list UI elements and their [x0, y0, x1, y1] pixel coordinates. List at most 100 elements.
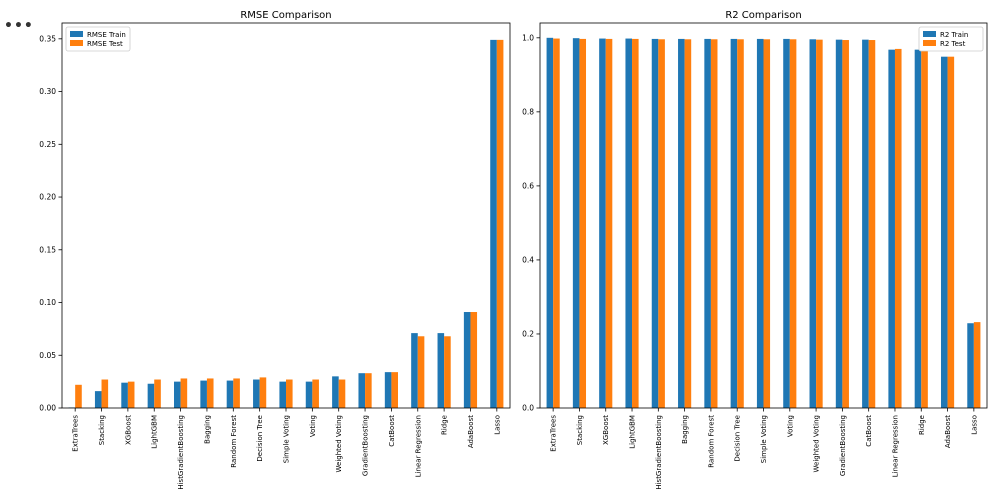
x-tick-label: Voting [309, 415, 317, 437]
bar-test [101, 379, 109, 408]
y-tick-label: 0.6 [522, 181, 534, 190]
cell-menu-ellipsis[interactable]: ••• [4, 18, 34, 34]
bar-train [651, 38, 659, 408]
bar-test [842, 40, 849, 409]
x-tick-label: ExtraTrees [72, 415, 80, 452]
y-tick-label: 0.25 [39, 140, 56, 149]
bar-train [384, 372, 392, 408]
y-tick-label: 0.2 [522, 329, 534, 338]
legend-label: R2 Train [940, 31, 968, 39]
bar-train [730, 38, 738, 408]
x-tick-label: Random Forest [230, 415, 238, 468]
y-tick-label: 0.4 [522, 255, 534, 264]
bar-test [816, 39, 823, 408]
bar-train [888, 49, 895, 409]
bar-train [490, 39, 497, 409]
bar-train [279, 381, 286, 408]
x-tick-label: Weighted Voting [335, 415, 343, 472]
bar-test [553, 38, 560, 409]
bar-test [233, 378, 240, 408]
bar-test [391, 372, 398, 408]
bar-train [756, 38, 764, 408]
legend-swatch [70, 31, 83, 37]
x-tick-label: GradientBoosting [362, 415, 370, 476]
bar-train [463, 312, 471, 408]
bar-train [200, 380, 207, 408]
x-tick-label: Random Forest [707, 415, 715, 468]
bar-test [894, 48, 902, 409]
bar-test [154, 379, 161, 408]
bar-test [312, 379, 319, 408]
bar-test [470, 312, 478, 408]
bar-test [973, 322, 981, 408]
bar-train [147, 383, 155, 408]
legend-label: R2 Test [940, 40, 966, 48]
bar-train [862, 39, 869, 408]
chart-panel-1: RMSE Comparison 0.00 0.05 0.10 0.15 0.20 0.25 0… [39, 10, 511, 490]
x-tick-label: XGBoost [602, 415, 610, 445]
bar-test [127, 381, 135, 408]
bar-test [496, 39, 504, 409]
x-tick-label: ExtraTrees [550, 415, 558, 452]
bar-test [206, 378, 214, 408]
chart-panel-2: R2 Comparison 0.0 0.2 0.4 0.6 0.8 1.0 ExtraTree… [522, 10, 988, 490]
y-tick-label: 0.10 [39, 298, 56, 307]
x-tick-label: Ridge [918, 415, 926, 435]
bar-test [259, 377, 267, 408]
bar-train [783, 38, 790, 408]
bar-train [437, 333, 445, 408]
y-tick-label: 0.35 [39, 34, 56, 43]
bar-test [417, 336, 425, 408]
y-tick-label: 1.0 [522, 33, 534, 42]
axes-frame [539, 22, 988, 409]
bar-train [914, 49, 922, 409]
bar-train [121, 382, 128, 408]
y-tick-label: 0.15 [39, 245, 56, 254]
chart-title: R2 Comparison [725, 10, 801, 21]
x-tick-label: Lasso [493, 415, 501, 435]
y-tick-label: 0.00 [39, 404, 56, 413]
bar-train [835, 39, 843, 408]
bar-test [658, 39, 665, 409]
bar-train [678, 38, 685, 408]
x-tick-label: Bagging [203, 415, 211, 444]
bar-test [789, 39, 797, 409]
y-tick-label: 0.30 [39, 87, 56, 96]
x-tick-label: Stacking [576, 415, 584, 445]
bar-train [332, 376, 339, 408]
bar-train [358, 373, 366, 408]
bar-test [338, 379, 346, 408]
bar-test [868, 40, 876, 409]
bar-test [684, 39, 692, 409]
y-tick-label: 0.05 [39, 351, 56, 360]
x-tick-label: Stacking [98, 415, 106, 445]
x-tick-label: LightGBM [629, 415, 637, 449]
bar-train [704, 38, 711, 408]
y-tick-label: 0.0 [522, 404, 534, 413]
bar-train [226, 380, 234, 408]
x-tick-label: Linear Regression [891, 415, 899, 477]
bar-train [253, 379, 260, 408]
x-tick-label: GradientBoosting [839, 415, 847, 476]
x-tick-label: Weighted Voting [813, 415, 821, 472]
y-tick-label: 0.20 [39, 193, 56, 202]
bar-train [305, 381, 313, 408]
bar-train [94, 391, 102, 408]
bar-train [174, 381, 181, 408]
bar-test [365, 373, 372, 408]
axes-frame [61, 22, 511, 409]
x-tick-label: CatBoost [388, 415, 396, 447]
x-tick-label: Simple Voting [283, 415, 291, 463]
x-tick-label: HistGradientBoosting [655, 415, 663, 490]
bar-train [625, 38, 633, 409]
bar-train [572, 38, 580, 408]
bar-test [763, 39, 771, 409]
x-tick-label: AdaBoost [944, 415, 952, 448]
chart-title: RMSE Comparison [240, 10, 331, 21]
x-tick-label: Bagging [681, 415, 689, 444]
bar-test [632, 38, 639, 408]
legend-swatch [923, 31, 936, 37]
x-tick-label: Lasso [970, 415, 978, 435]
